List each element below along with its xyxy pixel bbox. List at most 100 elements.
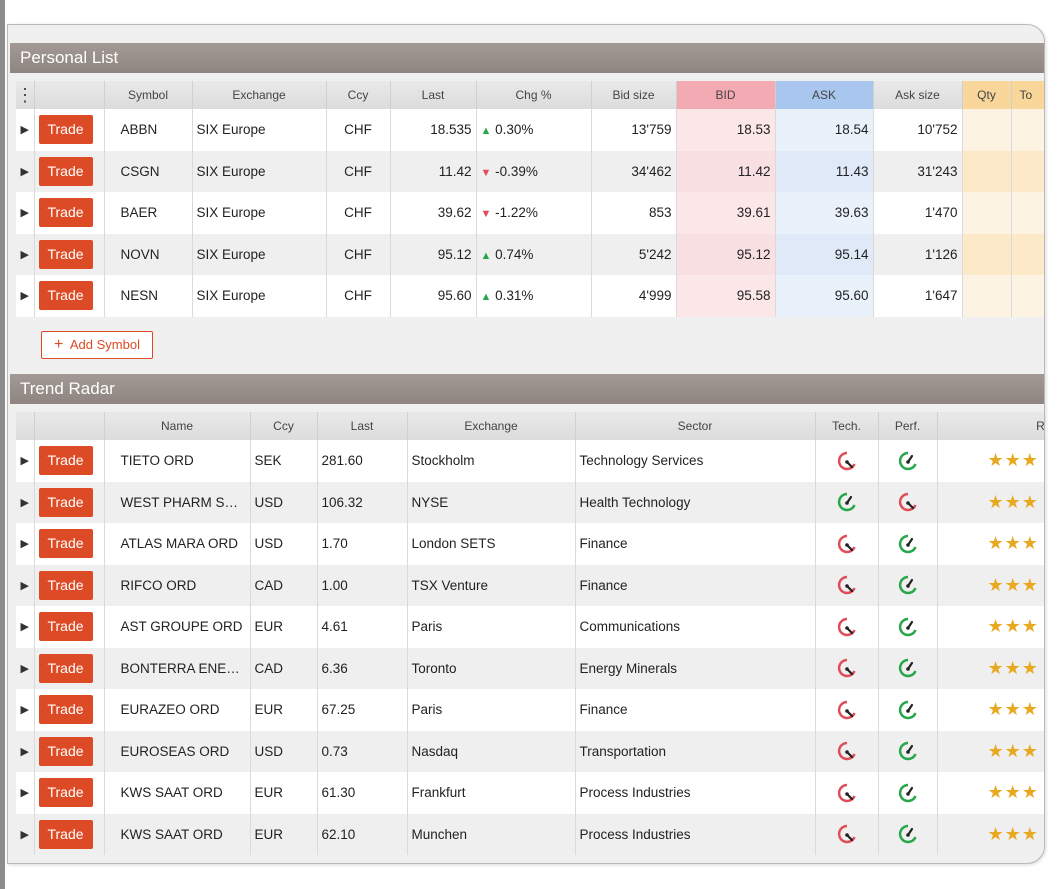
trend-row[interactable]: ▶ Trade RIFCO ORD CAD 1.00 TSX Venture Finance… [16, 564, 1044, 606]
to-cell[interactable] [1011, 192, 1044, 234]
expand-arrow-icon[interactable]: ▶ [16, 730, 35, 772]
trade-button[interactable]: Trade [38, 115, 93, 145]
trade-button[interactable]: Trade [38, 281, 93, 311]
personal-row[interactable]: ▶ Trade BAER SIX Europe CHF 39.62 ▼ -1.22% 853 3… [16, 192, 1044, 234]
trend-row[interactable]: ▶ Trade TIETO ORD SEK 281.60 Stockholm Technol… [16, 440, 1044, 482]
last-cell: 106.32 [317, 481, 408, 523]
col-last[interactable]: Last [317, 412, 408, 440]
exchange-cell: SIX Europe [192, 109, 327, 151]
to-cell[interactable] [1011, 109, 1044, 151]
bid-cell[interactable]: 39.61 [676, 192, 776, 234]
col-ask-size[interactable]: Ask size [873, 81, 963, 109]
col-exchange[interactable]: Exchange [192, 81, 327, 109]
to-cell[interactable] [1011, 275, 1044, 317]
col-ask[interactable]: ASK [775, 81, 874, 109]
personal-row[interactable]: ▶ Trade NESN SIX Europe CHF 95.60 ▲ 0.31% 4'999… [16, 275, 1044, 317]
col-bid[interactable]: BID [676, 81, 776, 109]
col-name[interactable]: Name [104, 412, 251, 440]
col-perf[interactable]: Perf. [878, 412, 938, 440]
personal-row[interactable]: ▶ Trade NOVN SIX Europe CHF 95.12 ▲ 0.74% 5'242… [16, 233, 1044, 275]
exchange-cell: Paris [407, 606, 576, 648]
trend-row[interactable]: ▶ Trade ATLAS MARA ORD USD 1.70 London SETS Fi… [16, 523, 1044, 565]
add-symbol-button[interactable]: + Add Symbol [41, 331, 153, 359]
trend-row[interactable]: ▶ Trade AST GROUPE ORD EUR 4.61 Paris Communic… [16, 606, 1044, 648]
trade-button[interactable]: Trade [38, 736, 93, 766]
expand-arrow-icon[interactable]: ▶ [16, 689, 35, 731]
col-tech[interactable]: Tech. [815, 412, 879, 440]
to-cell[interactable] [1011, 233, 1044, 275]
ask-cell[interactable]: 95.14 [775, 233, 874, 275]
qty-cell[interactable] [962, 275, 1012, 317]
arrow-down-icon: ▼ [480, 166, 492, 179]
tech-gauge-icon [815, 689, 879, 731]
trade-button[interactable]: Trade [38, 653, 93, 683]
col-exchange[interactable]: Exchange [407, 412, 576, 440]
personal-list-title: Personal List [10, 43, 1044, 73]
ask-size-cell: 1'126 [873, 233, 963, 275]
expand-arrow-icon[interactable]: ▶ [16, 440, 35, 482]
qty-cell[interactable] [962, 150, 1012, 192]
trend-row[interactable]: ▶ Trade KWS SAAT ORD EUR 62.10 Munchen Process… [16, 813, 1044, 855]
perf-gauge-icon [878, 647, 938, 689]
trade-button[interactable]: Trade [38, 570, 93, 600]
expand-arrow-icon[interactable]: ▶ [16, 275, 35, 317]
expand-arrow-icon[interactable]: ▶ [16, 606, 35, 648]
expand-arrow-icon[interactable]: ▶ [16, 772, 35, 814]
col-to[interactable]: To [1011, 81, 1044, 109]
expand-arrow-icon[interactable]: ▶ [16, 150, 35, 192]
trade-button[interactable]: Trade [38, 198, 93, 228]
expand-arrow-icon[interactable]: ▶ [16, 523, 35, 565]
qty-cell[interactable] [962, 233, 1012, 275]
expand-arrow-icon[interactable]: ▶ [16, 564, 35, 606]
trade-button[interactable]: Trade [38, 695, 93, 725]
col-sector[interactable]: Sector [575, 412, 816, 440]
col-ccy[interactable]: Ccy [250, 412, 318, 440]
trade-button[interactable]: Trade [38, 612, 93, 642]
to-cell[interactable] [1011, 150, 1044, 192]
qty-cell[interactable] [962, 109, 1012, 151]
expand-arrow-icon[interactable]: ▶ [16, 813, 35, 855]
col-bid-size[interactable]: Bid size [591, 81, 677, 109]
trend-row[interactable]: ▶ Trade EUROSEAS ORD USD 0.73 Nasdaq Transport… [16, 730, 1044, 772]
col-symbol[interactable]: Symbol [104, 81, 193, 109]
bid-cell[interactable]: 95.58 [676, 275, 776, 317]
bid-cell[interactable]: 11.42 [676, 150, 776, 192]
trend-row[interactable]: ▶ Trade EURAZEO ORD EUR 67.25 Paris Finance ★★★ [16, 689, 1044, 731]
trend-row[interactable]: ▶ Trade KWS SAAT ORD EUR 61.30 Frankfurt Proce… [16, 772, 1044, 814]
col-rating[interactable]: Ra [937, 412, 1044, 440]
personal-row[interactable]: ▶ Trade ABBN SIX Europe CHF 18.535 ▲ 0.30% 13'7… [16, 109, 1044, 151]
ask-size-cell: 31'243 [873, 150, 963, 192]
exchange-cell: Frankfurt [407, 772, 576, 814]
col-ccy[interactable]: Ccy [326, 81, 391, 109]
trade-button[interactable]: Trade [38, 446, 93, 476]
col-chg[interactable]: Chg % [476, 81, 592, 109]
ask-cell[interactable]: 95.60 [775, 275, 874, 317]
expand-arrow-icon[interactable]: ▶ [16, 481, 35, 523]
expand-arrow-icon[interactable]: ▶ [16, 109, 35, 151]
trade-button[interactable]: Trade [38, 156, 93, 186]
trade-button[interactable]: Trade [38, 239, 93, 269]
column-menu-icon[interactable]: ⋮ [16, 81, 35, 109]
ask-cell[interactable]: 39.63 [775, 192, 874, 234]
trend-radar-table: Name Ccy Last Exchange Sector Tech. Perf… [16, 412, 1044, 855]
personal-row[interactable]: ▶ Trade CSGN SIX Europe CHF 11.42 ▼ -0.39% 34'4… [16, 150, 1044, 192]
trade-button[interactable]: Trade [38, 529, 93, 559]
ask-cell[interactable]: 18.54 [775, 109, 874, 151]
expand-arrow-icon[interactable]: ▶ [16, 647, 35, 689]
trend-row[interactable]: ▶ Trade WEST PHARM SVC … USD 106.32 NYSE Healt… [16, 481, 1044, 523]
qty-cell[interactable] [962, 192, 1012, 234]
col-last[interactable]: Last [390, 81, 477, 109]
rating-stars-icon: ★★★ [937, 523, 1044, 565]
ask-cell[interactable]: 11.43 [775, 150, 874, 192]
trade-button[interactable]: Trade [38, 819, 93, 849]
name-cell: EURAZEO ORD [104, 689, 251, 731]
bid-cell[interactable]: 18.53 [676, 109, 776, 151]
bid-cell[interactable]: 95.12 [676, 233, 776, 275]
trend-row[interactable]: ▶ Trade BONTERRA ENERG… CAD 6.36 Toronto Energ… [16, 647, 1044, 689]
last-cell: 4.61 [317, 606, 408, 648]
expand-arrow-icon[interactable]: ▶ [16, 192, 35, 234]
trade-button[interactable]: Trade [38, 487, 93, 517]
col-qty[interactable]: Qty [962, 81, 1012, 109]
trade-button[interactable]: Trade [38, 778, 93, 808]
expand-arrow-icon[interactable]: ▶ [16, 233, 35, 275]
